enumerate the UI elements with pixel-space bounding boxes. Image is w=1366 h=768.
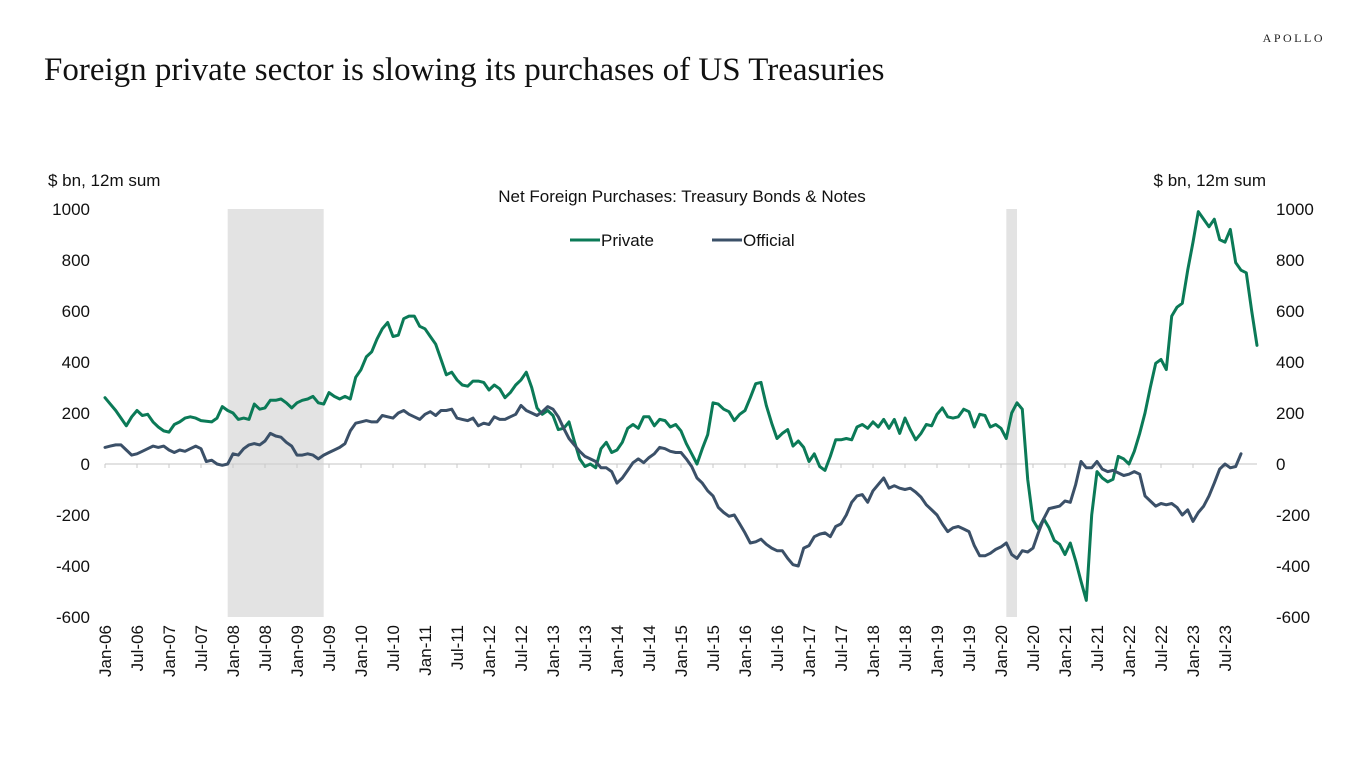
x-tick-label: Jul-14 <box>640 625 659 671</box>
legend: Private Official <box>570 231 795 250</box>
brand-logo: APOLLO <box>1262 31 1325 45</box>
x-tick-label: Jan-12 <box>480 625 499 677</box>
y-tick-label-right: -400 <box>1276 557 1310 576</box>
x-tick-label: Jul-19 <box>960 625 979 671</box>
series-line-private <box>103 210 1259 602</box>
y-tick-label-right: -600 <box>1276 608 1310 627</box>
x-tick-label: Jan-07 <box>160 625 179 677</box>
x-tick-label: Jan-21 <box>1056 625 1075 677</box>
x-tick-label: Jul-20 <box>1024 625 1043 671</box>
x-tick-label: Jan-10 <box>352 625 371 677</box>
y-tick-label-left: 400 <box>62 353 90 372</box>
x-axis: Jan-06 Jul-06 Jan-07 Jul-07 Jan-08 Jul-08 Jan-… <box>96 464 1235 677</box>
x-tick-label: Jan-06 <box>96 625 115 677</box>
legend-label-private: Private <box>601 231 654 250</box>
x-tick-label: Jan-15 <box>672 625 691 677</box>
x-tick-label: Jan-18 <box>864 625 883 677</box>
x-tick-label: Jul-06 <box>128 625 147 671</box>
x-tick-label: Jul-08 <box>256 625 275 671</box>
x-tick-label: Jul-21 <box>1088 625 1107 671</box>
x-tick-label: Jul-09 <box>320 625 339 671</box>
x-tick-label: Jul-16 <box>768 625 787 671</box>
y-tick-label-right: 1000 <box>1276 200 1314 219</box>
chart-title: Net Foreign Purchases: Treasury Bonds & … <box>498 187 866 206</box>
recession-shading <box>227 209 1017 617</box>
y-tick-label-left: -400 <box>56 557 90 576</box>
y-tick-label-right: 800 <box>1276 251 1304 270</box>
x-tick-label: Jan-11 <box>416 625 435 676</box>
y-axis-right-label: $ bn, 12m sum <box>1154 171 1266 190</box>
x-tick-label: Jul-11 <box>448 625 467 670</box>
y-tick-label-left: 600 <box>62 302 90 321</box>
series-lines <box>103 210 1259 602</box>
x-tick-label: Jan-22 <box>1120 625 1139 677</box>
x-tick-label: Jan-14 <box>608 625 627 677</box>
x-tick-label: Jul-07 <box>192 625 211 671</box>
series-line-official <box>103 403 1243 568</box>
legend-label-official: Official <box>743 231 795 250</box>
y-tick-label-left: 800 <box>62 251 90 270</box>
y-tick-label-right: 400 <box>1276 353 1304 372</box>
page-title: Foreign private sector is slowing its pu… <box>44 52 885 88</box>
y-axis-left: -600 -400 -200 0 200 400 600 800 1000 <box>52 200 90 627</box>
y-tick-label-left: 200 <box>62 404 90 423</box>
y-tick-label-left: 0 <box>81 455 90 474</box>
y-tick-label-left: 1000 <box>52 200 90 219</box>
x-tick-label: Jan-17 <box>800 625 819 677</box>
x-tick-label: Jul-10 <box>384 625 403 671</box>
x-tick-label: Jul-18 <box>896 625 915 671</box>
x-tick-label: Jul-17 <box>832 625 851 671</box>
y-tick-label-right: 200 <box>1276 404 1304 423</box>
y-tick-label-left: -200 <box>56 506 90 525</box>
y-tick-label-left: -600 <box>56 608 90 627</box>
y-tick-label-right: -200 <box>1276 506 1310 525</box>
x-tick-label: Jul-15 <box>704 625 723 671</box>
x-tick-label: Jan-08 <box>224 625 243 677</box>
recession-band <box>227 209 324 617</box>
y-tick-label-right: 0 <box>1276 455 1285 474</box>
x-tick-label: Jan-23 <box>1184 625 1203 677</box>
x-tick-label: Jul-23 <box>1216 625 1235 671</box>
x-tick-label: Jan-16 <box>736 625 755 677</box>
y-axis-right: -600 -400 -200 0 200 400 600 800 1000 <box>1276 200 1314 627</box>
x-tick-label: Jan-19 <box>928 625 947 677</box>
x-tick-label: Jan-09 <box>288 625 307 677</box>
y-tick-label-right: 600 <box>1276 302 1304 321</box>
x-tick-label: Jul-13 <box>576 625 595 671</box>
x-tick-label: Jul-12 <box>512 625 531 671</box>
x-tick-label: Jul-22 <box>1152 625 1171 671</box>
y-axis-left-label: $ bn, 12m sum <box>48 171 160 190</box>
x-tick-label: Jan-20 <box>992 625 1011 677</box>
x-tick-label: Jan-13 <box>544 625 563 677</box>
